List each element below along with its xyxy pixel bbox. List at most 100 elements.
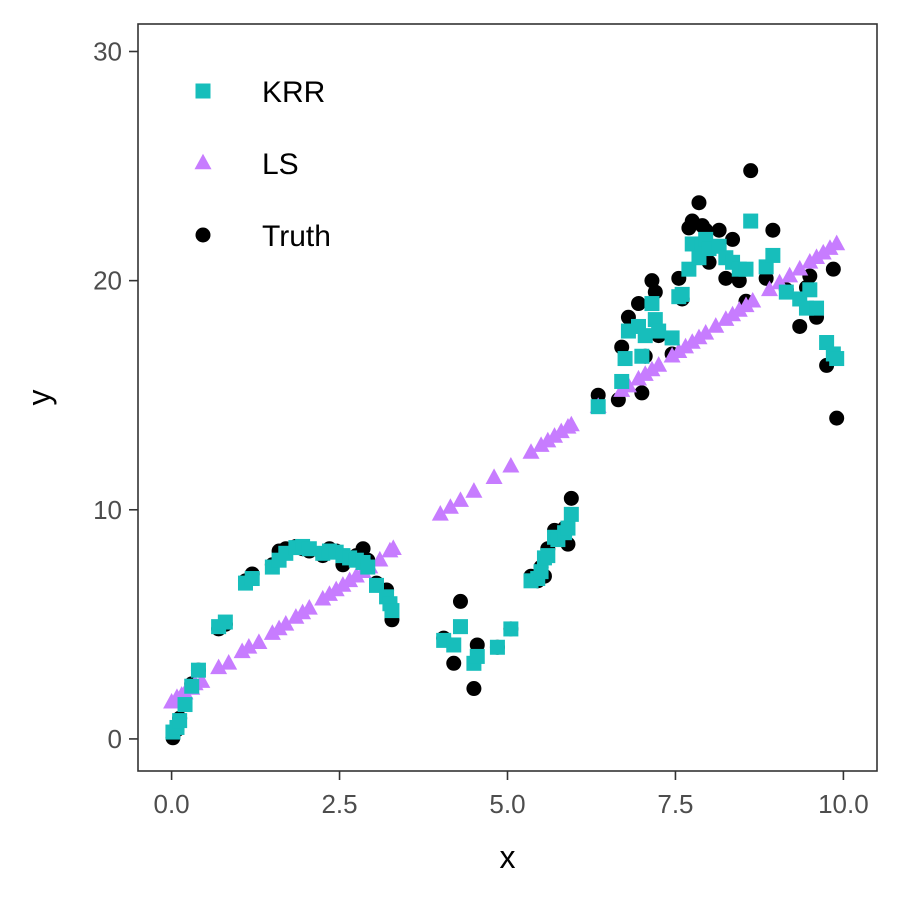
- point-krr: [533, 564, 549, 580]
- point-krr: [563, 506, 579, 522]
- point-krr: [819, 335, 835, 351]
- point-truth: [792, 318, 808, 334]
- x-axis-ticks: 0.0 2.5 5.0 7.5 10.0: [154, 771, 869, 819]
- point-truth: [452, 593, 468, 609]
- point-truth: [563, 490, 579, 506]
- x-tick-label: 7.5: [657, 789, 693, 819]
- point-krr: [681, 261, 697, 277]
- point-truth: [829, 410, 845, 426]
- point-truth: [446, 655, 462, 671]
- point-krr: [184, 678, 200, 694]
- point-ls: [828, 234, 846, 251]
- y-axis-ticks: 0 10 20 30: [93, 36, 138, 754]
- legend-label-truth: Truth: [262, 220, 331, 253]
- point-ls: [384, 539, 402, 556]
- y-axis-title: y: [21, 390, 57, 406]
- legend-key-krr: [195, 83, 211, 99]
- point-ls: [250, 633, 268, 649]
- point-krr: [614, 373, 630, 389]
- point-krr: [368, 577, 384, 593]
- point-truth: [634, 385, 650, 401]
- point-krr: [177, 697, 193, 713]
- point-krr: [301, 541, 317, 557]
- point-truth: [718, 270, 734, 286]
- legend-label-krr: KRR: [262, 76, 325, 109]
- point-truth: [765, 222, 781, 238]
- point-krr: [829, 351, 845, 367]
- point-ls: [220, 654, 238, 670]
- point-truth: [355, 541, 371, 557]
- point-krr: [503, 621, 519, 637]
- point-krr: [637, 328, 653, 344]
- point-krr: [384, 603, 400, 619]
- point-krr: [711, 238, 727, 254]
- point-krr: [360, 559, 376, 575]
- point-truth: [711, 222, 727, 238]
- point-ls: [791, 259, 809, 276]
- legend-key-truth: [195, 227, 211, 243]
- plot-area: [163, 163, 846, 746]
- point-ls: [441, 498, 459, 514]
- point-ls: [371, 550, 389, 567]
- point-krr: [190, 662, 206, 678]
- point-truth: [469, 637, 485, 653]
- point-krr: [172, 713, 188, 729]
- point-truth: [631, 296, 647, 312]
- legend: KRR LS Truth: [194, 76, 331, 253]
- point-krr: [778, 284, 794, 300]
- x-tick-label: 5.0: [489, 789, 525, 819]
- y-tick-label: 20: [93, 266, 122, 296]
- point-ls: [744, 291, 762, 308]
- series-krr: [165, 213, 845, 740]
- point-krr: [469, 648, 485, 664]
- point-truth: [825, 261, 841, 277]
- point-krr: [743, 213, 759, 229]
- x-tick-label: 10.0: [818, 789, 869, 819]
- legend-key-ls: [194, 153, 212, 170]
- point-truth: [644, 273, 660, 289]
- point-ls: [781, 266, 799, 283]
- point-krr: [647, 312, 663, 328]
- point-krr: [674, 286, 690, 302]
- point-ls: [210, 658, 228, 675]
- point-ls: [465, 482, 483, 498]
- point-krr: [651, 323, 667, 339]
- point-krr: [560, 520, 576, 536]
- y-tick-label: 10: [93, 495, 122, 525]
- point-krr: [540, 548, 556, 564]
- y-tick-label: 30: [93, 36, 122, 66]
- point-ls: [431, 505, 449, 521]
- point-ls: [485, 468, 503, 484]
- point-ls: [277, 615, 295, 631]
- x-tick-label: 2.5: [321, 789, 357, 819]
- point-truth: [743, 163, 759, 179]
- point-ls: [650, 356, 668, 372]
- point-krr: [244, 571, 260, 587]
- point-krr: [617, 351, 633, 367]
- point-krr: [758, 259, 774, 275]
- point-krr: [217, 614, 233, 630]
- point-ls: [707, 317, 725, 333]
- point-ls: [761, 280, 779, 297]
- point-ls: [240, 637, 258, 654]
- point-krr: [590, 399, 606, 415]
- legend-label-ls: LS: [262, 148, 299, 181]
- point-krr: [489, 639, 505, 655]
- point-truth: [647, 284, 663, 300]
- point-krr: [802, 282, 818, 298]
- point-ls: [502, 456, 520, 473]
- point-ls: [522, 443, 540, 459]
- point-krr: [644, 296, 660, 312]
- point-krr: [664, 330, 680, 346]
- point-krr: [765, 247, 781, 263]
- point-ls: [451, 491, 469, 507]
- x-tick-label: 0.0: [154, 789, 190, 819]
- point-ls: [697, 324, 715, 340]
- point-truth: [691, 195, 707, 211]
- point-ls: [562, 415, 580, 432]
- point-krr: [446, 637, 462, 653]
- y-tick-label: 0: [108, 724, 122, 754]
- point-krr: [634, 348, 650, 364]
